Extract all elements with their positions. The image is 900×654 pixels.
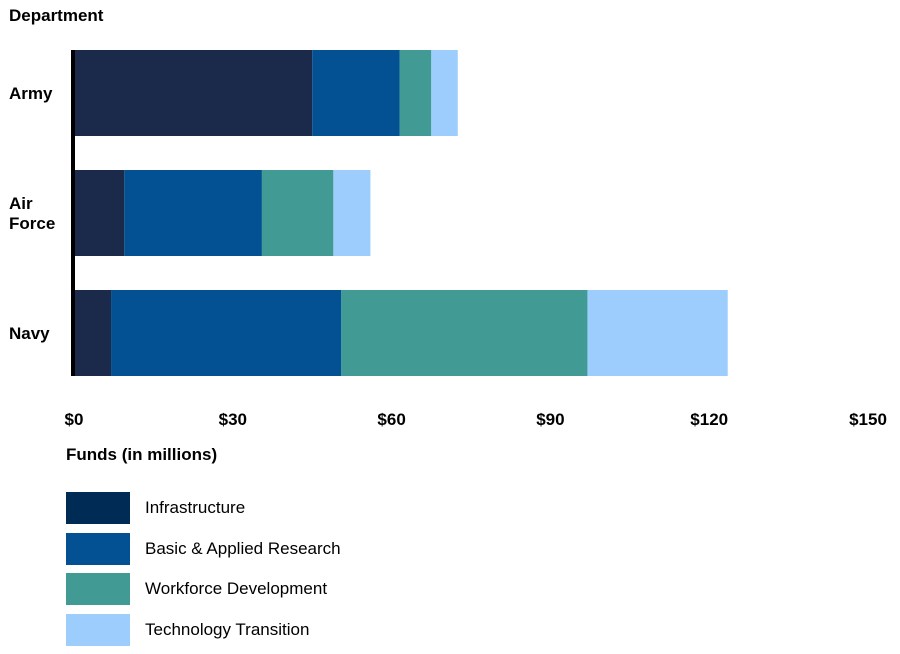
legend-swatch bbox=[66, 614, 130, 646]
legend-item: Basic & Applied Research bbox=[66, 533, 341, 565]
bar-army-basic-applied-research bbox=[312, 50, 399, 136]
x-tick-label: $60 bbox=[377, 410, 405, 429]
bar-air-force-workforce-development bbox=[262, 170, 333, 256]
bar-army-workforce-development bbox=[400, 50, 432, 136]
legend: Infrastructure Basic & Applied Research Wo… bbox=[66, 492, 341, 654]
legend-label: Infrastructure bbox=[145, 498, 245, 518]
category-label-navy: Navy bbox=[9, 324, 50, 343]
bars-group bbox=[74, 50, 728, 376]
bar-army-infrastructure bbox=[74, 50, 312, 136]
bar-navy-workforce-development bbox=[341, 290, 587, 376]
legend-swatch bbox=[66, 533, 130, 565]
category-label-air-force: Air Force bbox=[9, 194, 55, 233]
legend-item: Workforce Development bbox=[66, 573, 341, 605]
bar-army-technology-transition bbox=[431, 50, 457, 136]
x-tick-label: $150 bbox=[849, 410, 887, 429]
bar-air-force-infrastructure bbox=[74, 170, 124, 256]
stacked-bar-chart: Army Air Force Navy $0 $30 $60 $90 $120 $150 bbox=[0, 0, 900, 440]
legend-item: Technology Transition bbox=[66, 614, 341, 646]
legend-swatch bbox=[66, 492, 130, 524]
x-tick-label: $30 bbox=[219, 410, 247, 429]
bar-air-force-technology-transition bbox=[333, 170, 370, 256]
x-tick-label: $120 bbox=[690, 410, 728, 429]
legend-label: Basic & Applied Research bbox=[145, 539, 341, 559]
category-labels: Army Air Force Navy bbox=[9, 84, 55, 343]
x-tick-labels: $0 $30 $60 $90 $120 $150 bbox=[65, 410, 887, 429]
bar-navy-infrastructure bbox=[74, 290, 111, 376]
bar-air-force-basic-applied-research bbox=[124, 170, 262, 256]
legend-swatch bbox=[66, 573, 130, 605]
legend-label: Technology Transition bbox=[145, 620, 309, 640]
legend-item: Infrastructure bbox=[66, 492, 341, 524]
category-label-army: Army bbox=[9, 84, 53, 103]
x-axis-title: Funds (in millions) bbox=[66, 445, 217, 465]
x-tick-label: $0 bbox=[65, 410, 84, 429]
bar-navy-basic-applied-research bbox=[111, 290, 341, 376]
bar-navy-technology-transition bbox=[587, 290, 727, 376]
x-tick-label: $90 bbox=[536, 410, 564, 429]
legend-label: Workforce Development bbox=[145, 579, 327, 599]
